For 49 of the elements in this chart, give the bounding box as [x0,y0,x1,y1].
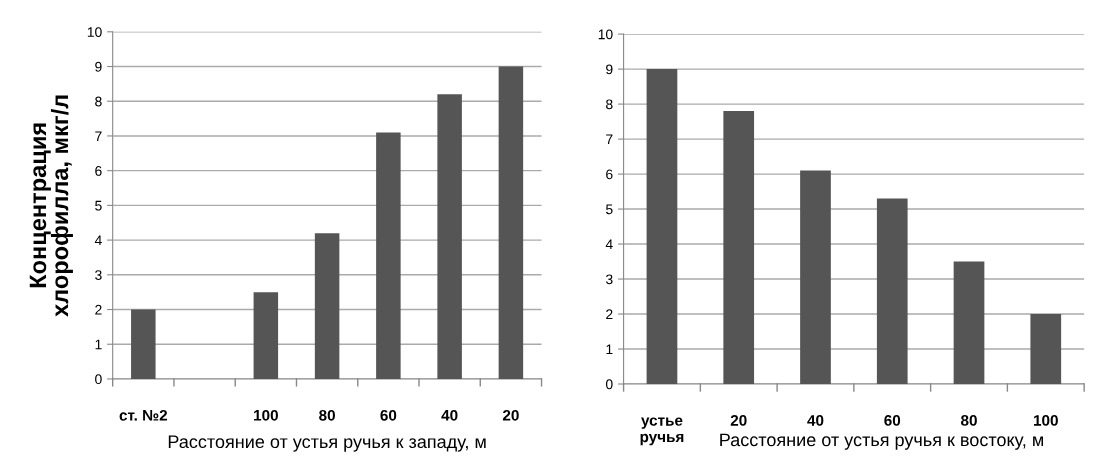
x-tick-label: 100 [254,409,278,421]
y-tick-label: 0 [95,374,102,385]
y-tick-label: 9 [606,64,613,75]
y-tick-label: 4 [94,235,102,246]
y-tick-label: 3 [605,274,613,285]
bar [314,233,340,379]
bar [253,292,279,379]
bar [1030,314,1062,385]
bar [800,170,831,385]
y-axis-title: Концентрация хлорофилла, мкг/л [29,95,73,317]
y-tick-label: 2 [95,304,102,315]
y-tick-label: 3 [95,270,102,280]
y-tick-label: 8 [95,96,102,107]
bar [646,69,678,385]
bar [876,198,908,385]
y-tick-label: 9 [95,61,102,72]
y-tick-label: 0 [605,379,613,390]
bar [437,94,462,379]
bar [498,66,524,379]
x-axis-title: Расстояние от устья ручья к востоку, м [720,433,1044,450]
x-tick-label: 80 [961,414,977,426]
bar [376,132,401,379]
bar [723,111,755,385]
y-tick-label: 7 [606,134,613,145]
y-tick-label: 6 [95,166,102,176]
x-tick-label: ст. №2 [119,409,168,421]
y-tick-label: 2 [606,309,613,320]
x-tick-label: 20 [730,414,747,426]
x-tick-label: 80 [319,409,335,421]
x-tick-label: 40 [807,414,824,426]
y-tick-label: 4 [605,239,613,250]
y-tick-label: 5 [95,200,102,211]
y-tick-label: 1 [606,344,613,355]
y-tick-label: 5 [606,204,613,215]
y-tick-label: 1 [95,339,102,350]
x-axis-title: Расстояние от устья ручья к западу, м [168,435,486,452]
x-tick-label: 60 [884,414,901,426]
y-tick-label: 7 [95,131,102,141]
x-tick-label: 60 [380,409,397,421]
y-tick-label: 10 [598,29,613,40]
x-tick-label: устье ручья [640,417,684,446]
x-tick-label: 100 [1033,414,1058,426]
y-tick-label: 6 [606,169,613,180]
y-tick-label: 10 [87,27,102,37]
x-tick-label: 20 [502,409,519,421]
bar [131,309,156,379]
x-tick-label: 40 [441,409,458,421]
bar [953,261,985,385]
y-tick-label: 8 [606,99,613,110]
